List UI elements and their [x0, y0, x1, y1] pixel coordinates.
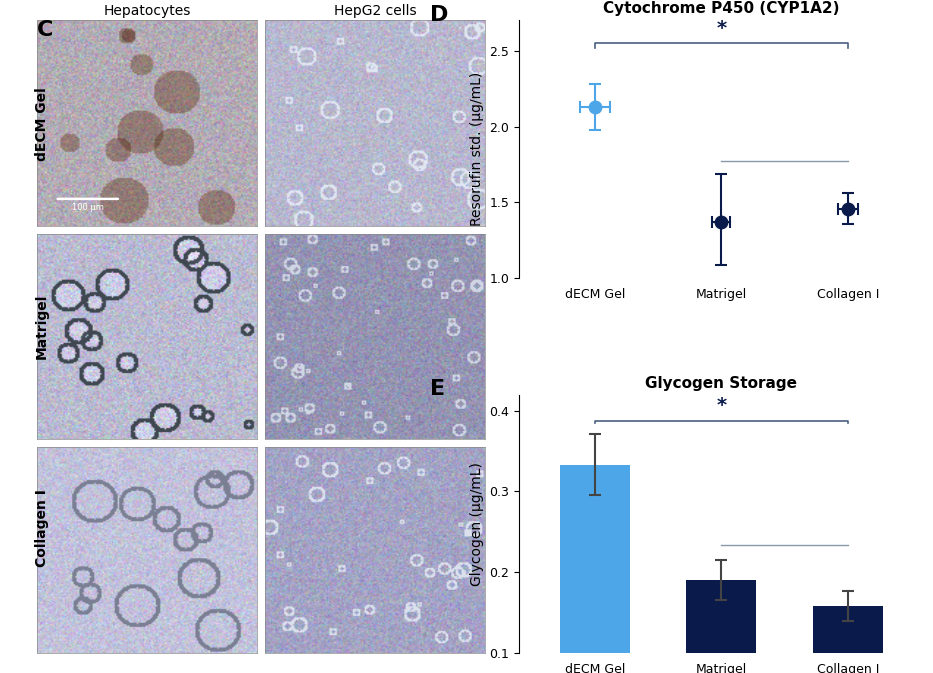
Text: Matrigel: Matrigel	[35, 293, 49, 359]
Text: Collagen I: Collagen I	[35, 489, 49, 567]
Text: *: *	[717, 20, 726, 38]
Text: E: E	[430, 379, 445, 399]
Text: dECM Gel: dECM Gel	[35, 87, 49, 162]
Text: C: C	[37, 20, 54, 40]
Title: HepG2 cells: HepG2 cells	[334, 3, 416, 17]
Title: Glycogen Storage: Glycogen Storage	[646, 376, 798, 390]
Title: Hepatocytes: Hepatocytes	[104, 3, 190, 17]
Bar	[687, 580, 756, 653]
Y-axis label: Glycogen (μg/mL): Glycogen (μg/mL)	[469, 462, 483, 586]
Bar	[813, 606, 883, 653]
Title: Cytochrome P450 (CYP1A2): Cytochrome P450 (CYP1A2)	[603, 1, 840, 16]
Text: *: *	[717, 396, 726, 415]
Text: 100 μm: 100 μm	[72, 203, 104, 212]
Text: D: D	[430, 5, 448, 25]
Y-axis label: Resorufin std. (μg/mL): Resorufin std. (μg/mL)	[469, 72, 483, 226]
Bar	[560, 465, 630, 653]
